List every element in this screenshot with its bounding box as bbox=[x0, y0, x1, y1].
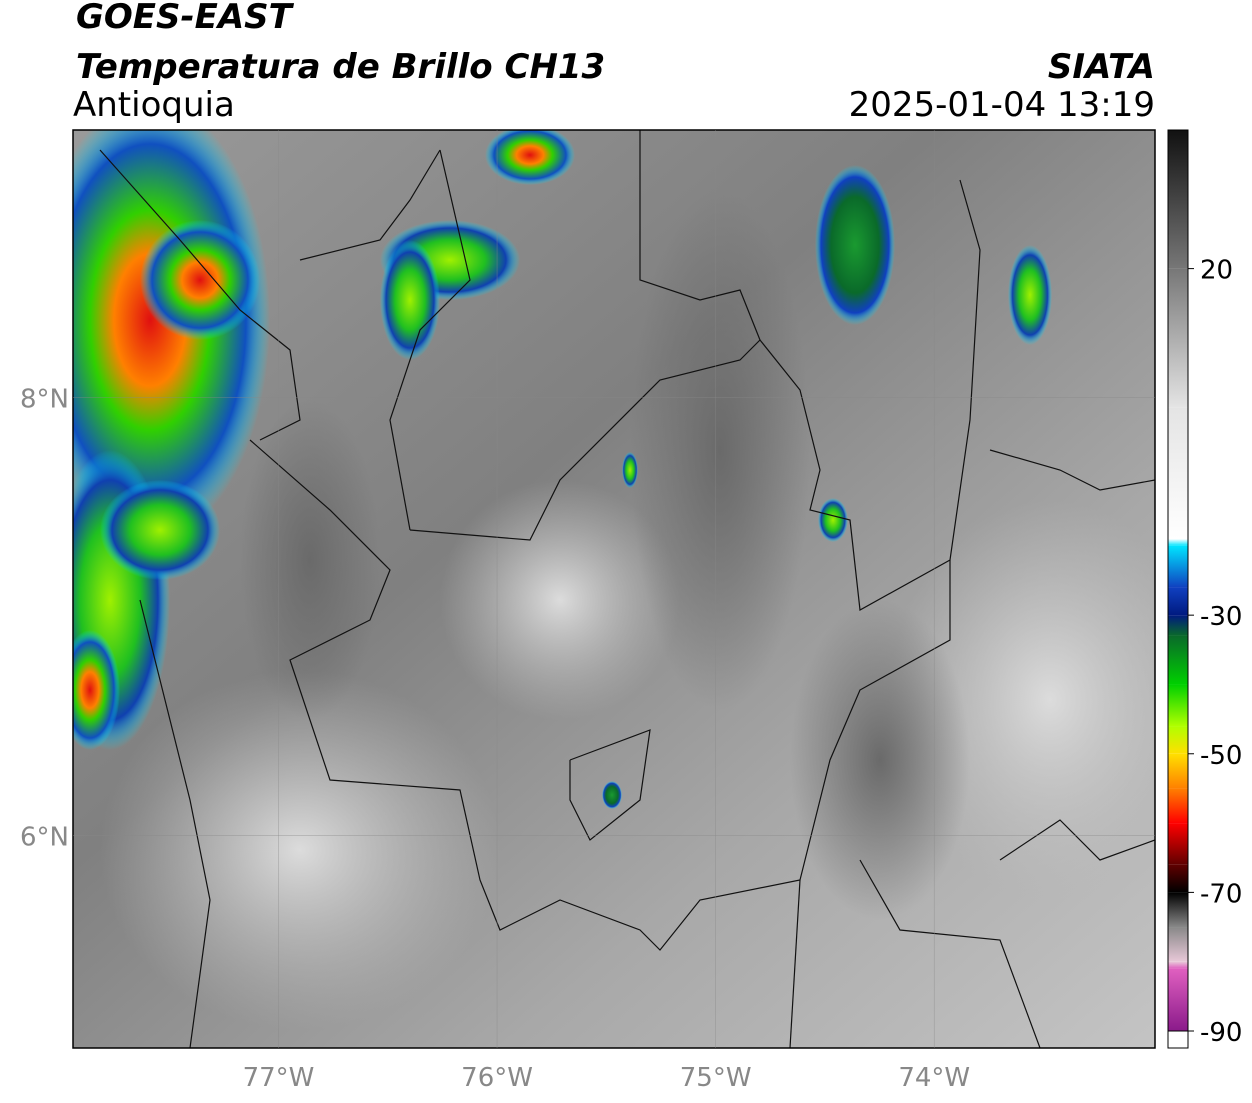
colorbar-segment bbox=[1168, 788, 1188, 824]
colorbar-tick-label: -30 bbox=[1200, 602, 1242, 632]
source: SIATA bbox=[1048, 47, 1155, 87]
colorbar-frame bbox=[1167, 129, 1189, 1049]
colorbar-segment bbox=[1168, 538, 1188, 546]
satellite-image bbox=[73, 130, 1155, 1048]
colorbar-segment bbox=[1168, 615, 1188, 636]
colorbar-tick-label: -70 bbox=[1200, 879, 1242, 909]
colorbar-segment bbox=[1168, 823, 1188, 865]
x-tick-label: 75°W bbox=[680, 1063, 752, 1093]
subtitle: Temperatura de Brillo CH13 bbox=[76, 47, 605, 87]
colorbar-segment bbox=[1168, 635, 1188, 685]
colorbar-tick-label: -90 bbox=[1200, 1018, 1242, 1048]
colorbar-segment bbox=[1168, 726, 1188, 754]
y-tick-label: 8°N bbox=[20, 384, 69, 414]
title: GOES-EAST bbox=[76, 0, 295, 37]
colorbar-segment bbox=[1168, 587, 1188, 616]
colorbar-segment bbox=[1168, 892, 1188, 928]
map-frame bbox=[72, 129, 1156, 1049]
colorbar-segment bbox=[1168, 968, 1188, 1031]
colorbar-segment bbox=[1168, 684, 1188, 727]
x-tick-label: 77°W bbox=[243, 1063, 315, 1093]
colorbar-tick-label: -50 bbox=[1200, 741, 1242, 771]
colorbar-segment bbox=[1168, 927, 1188, 962]
colorbar-segment bbox=[1168, 130, 1188, 269]
colorbar-segment bbox=[1168, 753, 1188, 789]
x-tick-label: 74°W bbox=[898, 1063, 970, 1093]
colorbar-segment bbox=[1168, 961, 1188, 969]
y-tick-label: 6°N bbox=[20, 822, 69, 852]
colorbar-segment bbox=[1168, 407, 1188, 539]
datetime: 2025-01-04 13:19 bbox=[849, 85, 1155, 125]
colorbar-tick-label: 20 bbox=[1200, 256, 1233, 286]
region: Antioquia bbox=[73, 85, 235, 125]
colorbar-segment bbox=[1168, 864, 1188, 893]
x-tick-label: 76°W bbox=[461, 1063, 533, 1093]
colorbar-segment bbox=[1168, 268, 1188, 408]
colorbar-segment bbox=[1168, 545, 1188, 588]
colorbar-under bbox=[1167, 1030, 1189, 1049]
